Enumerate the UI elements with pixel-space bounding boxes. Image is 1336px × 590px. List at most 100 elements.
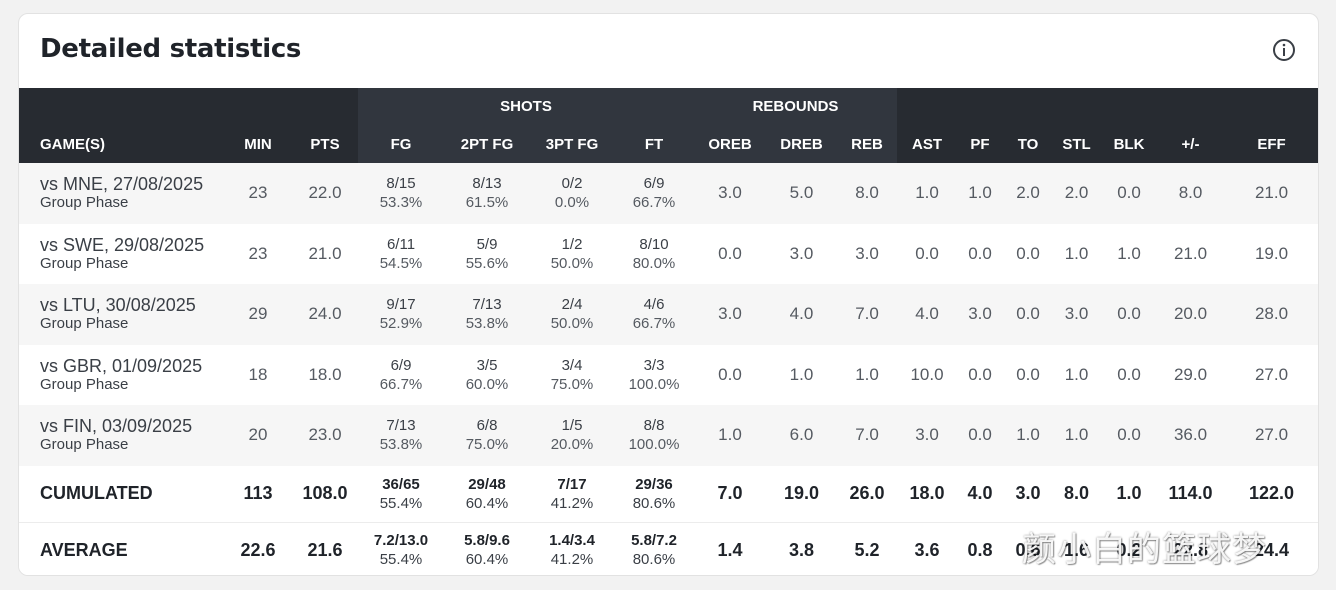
col-pts: PTS [292, 125, 358, 163]
oreb-cell: 3.0 [694, 163, 766, 224]
game-phase: Group Phase [40, 436, 129, 454]
fg2-pct: 60.4% [465, 494, 509, 512]
fg3-made-attempted: 7/17 [557, 475, 587, 493]
min-cell: 20 [224, 405, 292, 466]
fg3-cell: 1/5 20.0% [530, 405, 614, 466]
eff-cell: 27.0 [1223, 344, 1318, 405]
game-cell: vs MNE, 27/08/2025 Group Phase [19, 163, 224, 224]
cumulated-row: CUMULATED 113 108.0 36/65 55.4% 29/48 60.4… [19, 465, 1318, 523]
fg-pct: 55.4% [379, 551, 423, 569]
card-title: Detailed statistics [40, 34, 302, 64]
fg3-made-attempted: 3/4 [561, 356, 583, 374]
col-fg: FG [358, 125, 444, 163]
ft-pct: 80.6% [632, 494, 676, 512]
game-cell: vs SWE, 29/08/2025 Group Phase [19, 223, 224, 284]
ft-pct: 80.0% [632, 254, 676, 272]
blk-cell: 0.0 [1100, 405, 1159, 466]
rebounds-group-header: REBOUNDS [694, 88, 898, 125]
oreb-cell: 0.0 [694, 223, 766, 284]
min-cell: 23 [224, 163, 292, 224]
fg-pct: 55.4% [379, 494, 423, 512]
reb-cell: 7.0 [837, 405, 898, 466]
fg3-made-attempted: 1/5 [561, 417, 583, 435]
dreb-cell: 3.0 [766, 223, 837, 284]
ft-made-attempted: 8/8 [643, 417, 665, 435]
col-plus-minus: +/- [1158, 125, 1224, 163]
fg2-made-attempted: 8/13 [472, 175, 502, 193]
fg3-cell: 1.4/3.4 41.2% [530, 522, 614, 575]
game-name: vs GBR, 01/09/2025 [40, 355, 203, 376]
pts-cell: 21.0 [292, 223, 358, 284]
pf-cell: 1.0 [957, 163, 1004, 224]
fg2-cell: 5/9 55.6% [444, 223, 530, 284]
stl-cell: 3.0 [1053, 284, 1101, 345]
average-row: AVERAGE 22.6 21.6 7.2/13.0 55.4% 5.8/9.6 6… [19, 522, 1318, 575]
stl-cell: 1.6 [1053, 522, 1101, 575]
ft-made-attempted: 29/36 [635, 475, 673, 493]
game-name: vs SWE, 29/08/2025 [40, 234, 205, 255]
col-ft: FT [614, 125, 694, 163]
reb-cell: 5.2 [837, 522, 898, 575]
ast-cell: 4.0 [897, 284, 958, 345]
fg3-pct: 50.0% [550, 254, 594, 272]
reb-cell: 26.0 [837, 465, 898, 523]
fg2-made-attempted: 29/48 [468, 475, 506, 493]
fg3-cell: 7/17 41.2% [530, 465, 614, 523]
col-to: TO [1003, 125, 1054, 163]
fg-cell: 36/65 55.4% [358, 465, 444, 523]
dreb-cell: 5.0 [766, 163, 837, 224]
ft-made-attempted: 5.8/7.2 [631, 532, 677, 550]
eff-cell: 28.0 [1223, 284, 1318, 345]
fg2-cell: 6/8 75.0% [444, 405, 530, 466]
to-cell: 0.0 [1003, 284, 1054, 345]
ft-pct: 66.7% [632, 315, 676, 333]
table-row: vs SWE, 29/08/2025 Group Phase 23 21.0 6/… [19, 223, 1318, 284]
fg3-made-attempted: 1/2 [561, 235, 583, 253]
fg3-cell: 2/4 50.0% [530, 284, 614, 345]
fg2-pct: 55.6% [465, 254, 509, 272]
min-cell: 22.6 [224, 522, 292, 575]
fg-made-attempted: 6/9 [390, 356, 412, 374]
ft-cell: 8/8 100.0% [614, 405, 694, 466]
ft-cell: 5.8/7.2 80.6% [614, 522, 694, 575]
fg2-pct: 60.4% [465, 551, 509, 569]
fg2-made-attempted: 3/5 [476, 356, 498, 374]
col-game: GAME(S) [19, 125, 224, 163]
fg-cell: 7.2/13.0 55.4% [358, 522, 444, 575]
stl-cell: 2.0 [1053, 163, 1101, 224]
oreb-cell: 1.4 [694, 522, 766, 575]
stl-cell: 8.0 [1053, 465, 1101, 523]
eff-cell: 27.0 [1223, 405, 1318, 466]
col-min: MIN [224, 125, 292, 163]
fg-made-attempted: 9/17 [386, 296, 416, 314]
col-eff: EFF [1223, 125, 1318, 163]
fg3-pct: 20.0% [550, 436, 594, 454]
info-icon[interactable] [1272, 38, 1296, 62]
ft-made-attempted: 4/6 [643, 296, 665, 314]
ast-cell: 0.0 [897, 223, 958, 284]
ft-made-attempted: 6/9 [643, 175, 665, 193]
plus-minus-cell: 36.0 [1158, 405, 1224, 466]
col-oreb: OREB [694, 125, 766, 163]
fg2-cell: 5.8/9.6 60.4% [444, 522, 530, 575]
fg2-cell: 7/13 53.8% [444, 284, 530, 345]
fg-cell: 6/9 66.7% [358, 344, 444, 405]
fg-cell: 7/13 53.8% [358, 405, 444, 466]
game-phase: Group Phase [40, 194, 129, 212]
dreb-cell: 4.0 [766, 284, 837, 345]
ft-cell: 29/36 80.6% [614, 465, 694, 523]
oreb-cell: 3.0 [694, 284, 766, 345]
plus-minus-cell: 8.0 [1158, 163, 1224, 224]
fg-cell: 9/17 52.9% [358, 284, 444, 345]
fg2-cell: 3/5 60.0% [444, 344, 530, 405]
game-name: vs LTU, 30/08/2025 [40, 295, 196, 316]
ft-pct: 100.0% [628, 375, 680, 393]
blk-cell: 1.0 [1100, 223, 1159, 284]
table-row: vs MNE, 27/08/2025 Group Phase 23 22.0 8/… [19, 163, 1318, 224]
fg-made-attempted: 8/15 [386, 175, 416, 193]
pf-cell: 0.8 [957, 522, 1004, 575]
table-row: vs GBR, 01/09/2025 Group Phase 18 18.0 6/… [19, 344, 1318, 405]
ft-cell: 8/10 80.0% [614, 223, 694, 284]
ft-pct: 100.0% [628, 436, 680, 454]
min-cell: 113 [224, 465, 292, 523]
